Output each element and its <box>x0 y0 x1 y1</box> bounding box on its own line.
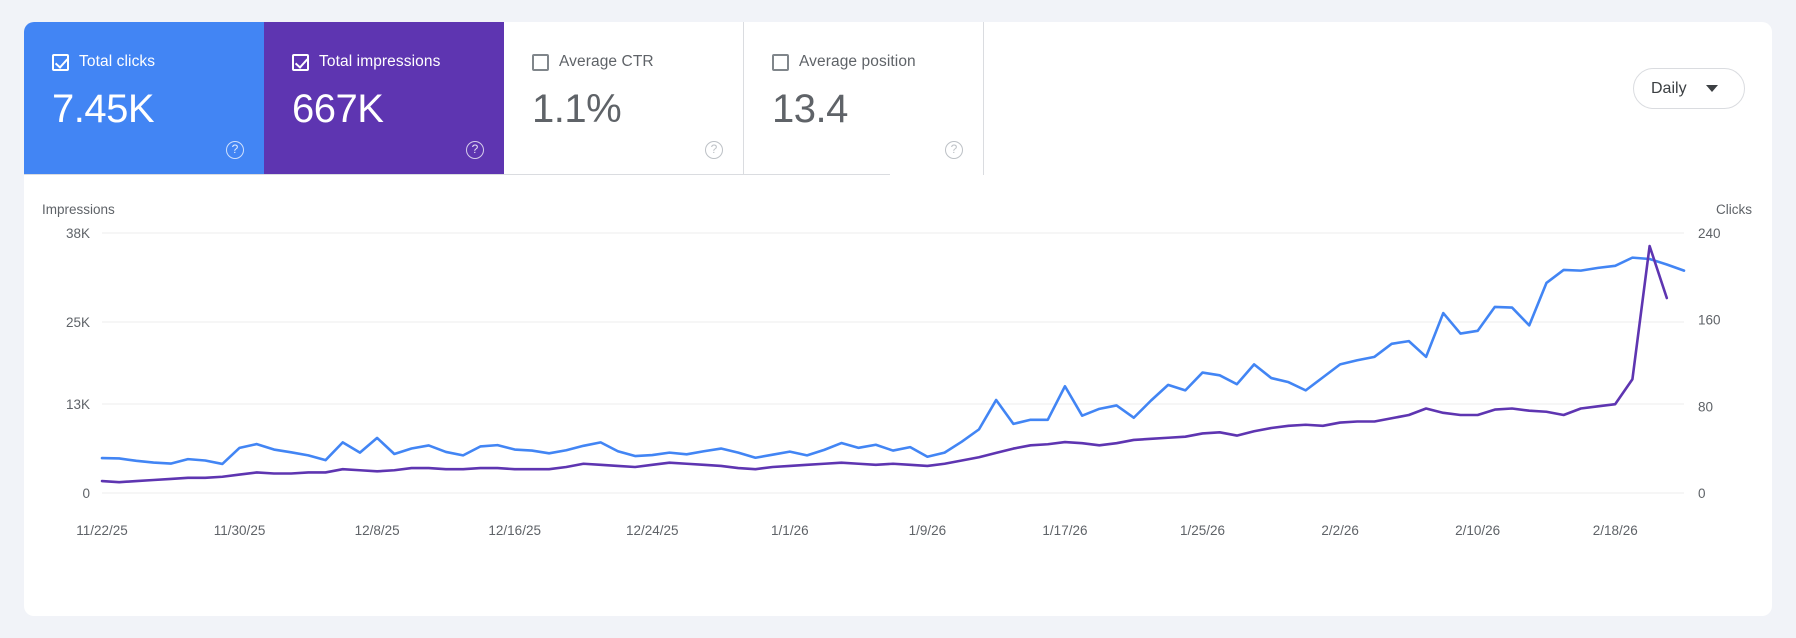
chevron-down-icon <box>1705 85 1718 92</box>
performance-chart: Impressions Clicks 0 13K 25K 38K 0 80 160 240 11… <box>24 175 1772 616</box>
performance-card: Total clicks 7.45K ? Total impressions 6… <box>24 22 1772 616</box>
metric-label: Average position <box>799 53 916 70</box>
svg-text:38K: 38K <box>66 226 90 241</box>
metric-tile-header: Average CTR <box>532 52 743 72</box>
svg-text:80: 80 <box>1698 399 1713 414</box>
svg-text:1/17/26: 1/17/26 <box>1042 523 1087 538</box>
metric-tile-header: Average position <box>772 52 983 72</box>
svg-text:240: 240 <box>1698 226 1721 241</box>
metric-tiles: Total clicks 7.45K ? Total impressions 6… <box>24 22 984 175</box>
svg-text:13K: 13K <box>66 397 90 412</box>
metric-label: Total impressions <box>319 53 441 70</box>
svg-text:0: 0 <box>82 486 90 501</box>
chart-canvas[interactable]: 0 13K 25K 38K 0 80 160 240 11/22/25 11/30/25 12/8/… <box>24 175 1772 616</box>
checkbox-unchecked-icon[interactable] <box>532 53 549 71</box>
tiles-divider <box>24 174 890 175</box>
svg-text:1/1/26: 1/1/26 <box>771 523 809 538</box>
help-icon[interactable]: ? <box>705 141 723 159</box>
svg-text:2/10/26: 2/10/26 <box>1455 523 1500 538</box>
svg-text:11/30/25: 11/30/25 <box>214 523 266 538</box>
svg-text:12/8/25: 12/8/25 <box>355 523 400 538</box>
checkbox-checked-icon[interactable] <box>292 53 309 71</box>
checkbox-unchecked-icon[interactable] <box>772 53 789 71</box>
svg-text:2/2/26: 2/2/26 <box>1321 523 1359 538</box>
left-axis-title: Impressions <box>42 202 115 217</box>
svg-text:160: 160 <box>1698 313 1721 328</box>
metric-tile-average-position[interactable]: Average position 13.4 ? <box>744 22 984 175</box>
svg-text:1/9/26: 1/9/26 <box>909 523 947 538</box>
svg-text:11/22/25: 11/22/25 <box>76 523 128 538</box>
metric-value: 13.4 <box>772 87 848 131</box>
svg-text:25K: 25K <box>66 315 90 330</box>
metric-tile-total-clicks[interactable]: Total clicks 7.45K ? <box>24 22 264 175</box>
svg-text:12/16/25: 12/16/25 <box>488 523 541 538</box>
metric-label: Average CTR <box>559 53 654 70</box>
metric-tile-average-ctr[interactable]: Average CTR 1.1% ? <box>504 22 744 175</box>
right-axis-title: Clicks <box>1716 202 1752 217</box>
help-icon[interactable]: ? <box>466 141 484 159</box>
metric-value: 7.45K <box>52 87 155 131</box>
metric-tile-header: Total clicks <box>52 52 264 72</box>
metric-value: 1.1% <box>532 87 622 131</box>
svg-text:2/18/26: 2/18/26 <box>1593 523 1638 538</box>
help-icon[interactable]: ? <box>945 141 963 159</box>
series-line-clicks <box>100 244 1669 484</box>
svg-text:1/25/26: 1/25/26 <box>1180 523 1225 538</box>
period-selector-label: Daily <box>1651 79 1687 97</box>
metric-tile-total-impressions[interactable]: Total impressions 667K ? <box>264 22 504 175</box>
help-icon[interactable]: ? <box>226 141 244 159</box>
period-selector[interactable]: Daily <box>1633 68 1745 109</box>
metric-label: Total clicks <box>79 53 156 70</box>
checkbox-checked-icon[interactable] <box>52 53 69 71</box>
svg-text:12/24/25: 12/24/25 <box>626 523 679 538</box>
metric-tile-header: Total impressions <box>292 52 504 72</box>
metric-value: 667K <box>292 87 384 131</box>
svg-text:0: 0 <box>1698 486 1706 501</box>
series-line-impressions <box>100 256 1686 466</box>
